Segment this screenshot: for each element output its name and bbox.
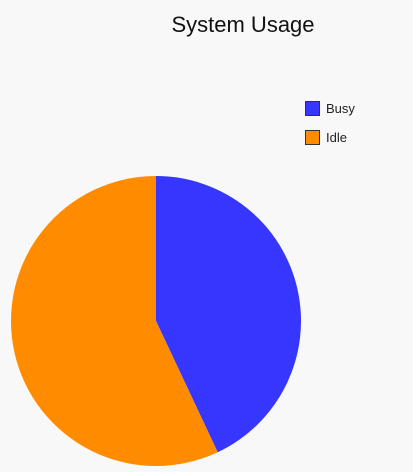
legend-label-busy: Busy [326,101,355,116]
chart-title: System Usage [171,12,315,37]
pie-slice-idle [10,176,218,466]
legend: Busy Idle [305,94,355,152]
legend-item-idle: Idle [305,123,355,152]
legend-swatch-busy [305,101,320,116]
legend-swatch-idle [305,130,320,145]
legend-label-idle: Idle [326,130,347,145]
legend-item-busy: Busy [305,94,355,123]
pie-slice-busy [156,176,301,453]
